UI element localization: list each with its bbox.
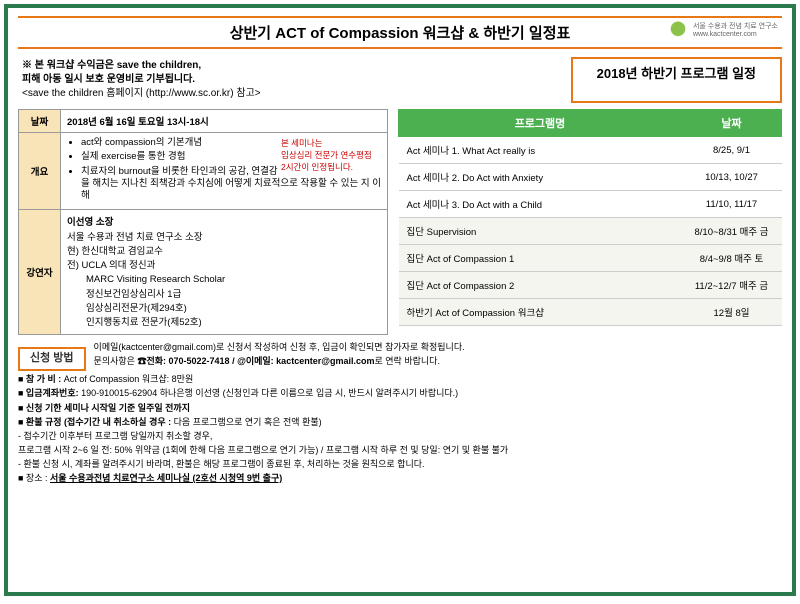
note-line3: <save the children 홈페이지 (http://www.sc.o…	[22, 88, 261, 99]
program-date-cell: 12월 8일	[682, 299, 782, 326]
table-row: 하반기 Act of Compassion 워크샵12월 8일	[399, 299, 782, 326]
program-name-cell: Act 세미나 2. Do Act with Anxiety	[399, 164, 682, 191]
program-name-cell: 집단 Act of Compassion 1	[399, 245, 682, 272]
date-header: 날짜	[19, 110, 61, 133]
program-rows: Act 세미나 1. What Act really is8/25, 9/1Ac…	[399, 137, 782, 326]
note-line2: 피해 아동 일시 보호 운영비로 기부됩니다.	[22, 74, 195, 85]
apply-item: ■ 참 가 비 : Act of Compassion 워크샵: 8만원	[18, 373, 782, 386]
apply-label-box: 신청 방법	[18, 347, 86, 371]
main-content-row: 날짜 2018년 6월 16일 토요일 13시-18시 개요 본 세미나는임상심…	[18, 109, 782, 335]
speaker-line: MARC Visiting Research Scholar	[67, 273, 381, 287]
apply-item: 프로그램 시작 2~6 일 전: 50% 위약금 (1회에 한해 다음 프로그램…	[18, 444, 782, 457]
schedule-title-box: 2018년 하반기 프로그램 일정	[571, 57, 782, 103]
apply-intro-line1: 이메일(kactcenter@gmail.com)로 신청서 작성하여 신청 후…	[94, 341, 782, 354]
speaker-header: 강연자	[19, 209, 61, 335]
speaker-line: 정신보건임상심리사 1급	[67, 288, 381, 302]
program-name-cell: Act 세미나 1. What Act really is	[399, 137, 682, 164]
program-date-cell: 8/10~8/31 매주 금	[682, 218, 782, 245]
program-name-cell: Act 세미나 3. Do Act with a Child	[399, 191, 682, 218]
date-col-header: 날짜	[682, 110, 782, 137]
apply-item: ■ 신청 기한 세미나 시작일 기준 일주일 전까지	[18, 402, 782, 415]
speaker-line: 임상심리전문가(제294호)	[67, 302, 381, 316]
program-date-cell: 11/2~12/7 매주 금	[682, 272, 782, 299]
red-accreditation-note: 본 세미나는임상심리 전문가 연수평점2시간이 인정됩니다.	[281, 137, 381, 173]
table-row: Act 세미나 2. Do Act with Anxiety10/13, 10/…	[399, 164, 782, 191]
apply-intro-line2: 문의사항은 ☎전화: 070-5022-7418 / @이메일: kactcen…	[94, 355, 782, 368]
table-row: Act 세미나 1. What Act really is8/25, 9/1	[399, 137, 782, 164]
main-container: 상반기 ACT of Compassion 워크샵 & 하반기 일정표 서울 수…	[4, 4, 796, 596]
program-name-cell: 하반기 Act of Compassion 워크샵	[399, 299, 682, 326]
program-schedule-table: 프로그램명 날짜 Act 세미나 1. What Act really is8/…	[398, 109, 782, 335]
logo: 서울 수용과 전념 치료 연구소www.kactcenter.com	[667, 20, 778, 42]
table-row: 집단 Supervision8/10~8/31 매주 금	[399, 218, 782, 245]
overview-cell: 본 세미나는임상심리 전문가 연수평점2시간이 인정됩니다. act와 comp…	[61, 133, 388, 210]
overview-header: 개요	[19, 133, 61, 210]
apply-item: ■ 장소 : 서울 수용과전념 치료연구소 세미나실 (2호선 시청역 9번 출…	[18, 472, 782, 485]
apply-item: - 접수기간 이후부터 프로그램 당일까지 취소할 경우,	[18, 430, 782, 443]
program-date-cell: 11/10, 11/17	[682, 191, 782, 218]
donation-note: ※ 본 워크샵 수익금은 save the children, 피해 아동 일시…	[18, 57, 561, 103]
program-col-header: 프로그램명	[399, 110, 682, 137]
date-cell: 2018년 6월 16일 토요일 13시-18시	[61, 110, 388, 133]
apply-item: ■ 환불 규정 (접수기간 내 취소하실 경우 : 다음 프로그램으로 연기 혹…	[18, 416, 782, 429]
note-line1: ※ 본 워크샵 수익금은 save the children,	[22, 60, 201, 71]
apply-details-list: ■ 참 가 비 : Act of Compassion 워크샵: 8만원■ 입금…	[18, 373, 782, 484]
header-bar: 상반기 ACT of Compassion 워크샵 & 하반기 일정표 서울 수…	[18, 16, 782, 49]
tree-icon	[667, 20, 689, 42]
apply-intro-text: 이메일(kactcenter@gmail.com)로 신청서 작성하여 신청 후…	[94, 341, 782, 371]
workshop-info-table: 날짜 2018년 6월 16일 토요일 13시-18시 개요 본 세미나는임상심…	[18, 109, 388, 335]
speaker-bio: 서울 수용과 전념 치료 연구소 소장현) 한신대학교 겸임교수전) UCLA …	[67, 231, 381, 331]
program-date-cell: 8/25, 9/1	[682, 137, 782, 164]
table-row: 집단 Act of Compassion 18/4~9/8 매주 토	[399, 245, 782, 272]
program-name-cell: 집단 Act of Compassion 2	[399, 272, 682, 299]
program-date-cell: 10/13, 10/27	[682, 164, 782, 191]
logo-text: 서울 수용과 전념 치료 연구소www.kactcenter.com	[693, 23, 778, 38]
date-value: 2018년 6월 16일 토요일 13시-18시	[67, 117, 209, 128]
speaker-line: 서울 수용과 전념 치료 연구소 소장	[67, 231, 381, 245]
speaker-line: 현) 한신대학교 겸임교수	[67, 245, 381, 259]
top-row: ※ 본 워크샵 수익금은 save the children, 피해 아동 일시…	[18, 57, 782, 103]
apply-item: ■ 입금계좌번호: 190-910015-62904 하나은행 이선영 (신청인…	[18, 387, 782, 400]
apply-item: - 환불 신청 시, 계좌를 알려주시기 바라며, 환불은 해당 프로그램이 종…	[18, 458, 782, 471]
application-section: 신청 방법 이메일(kactcenter@gmail.com)로 신청서 작성하…	[18, 341, 782, 484]
speaker-line: 인지행동치료 전문가(제52호)	[67, 316, 381, 330]
program-name-cell: 집단 Supervision	[399, 218, 682, 245]
speaker-line: 전) UCLA 의대 정신과	[67, 259, 381, 273]
speaker-cell: 이선영 소장 서울 수용과 전념 치료 연구소 소장현) 한신대학교 겸임교수전…	[61, 209, 388, 335]
table-row: 집단 Act of Compassion 211/2~12/7 매주 금	[399, 272, 782, 299]
apply-intro: 신청 방법 이메일(kactcenter@gmail.com)로 신청서 작성하…	[18, 341, 782, 371]
program-date-cell: 8/4~9/8 매주 토	[682, 245, 782, 272]
speaker-name: 이선영 소장	[67, 217, 113, 228]
table-row: Act 세미나 3. Do Act with a Child11/10, 11/…	[399, 191, 782, 218]
